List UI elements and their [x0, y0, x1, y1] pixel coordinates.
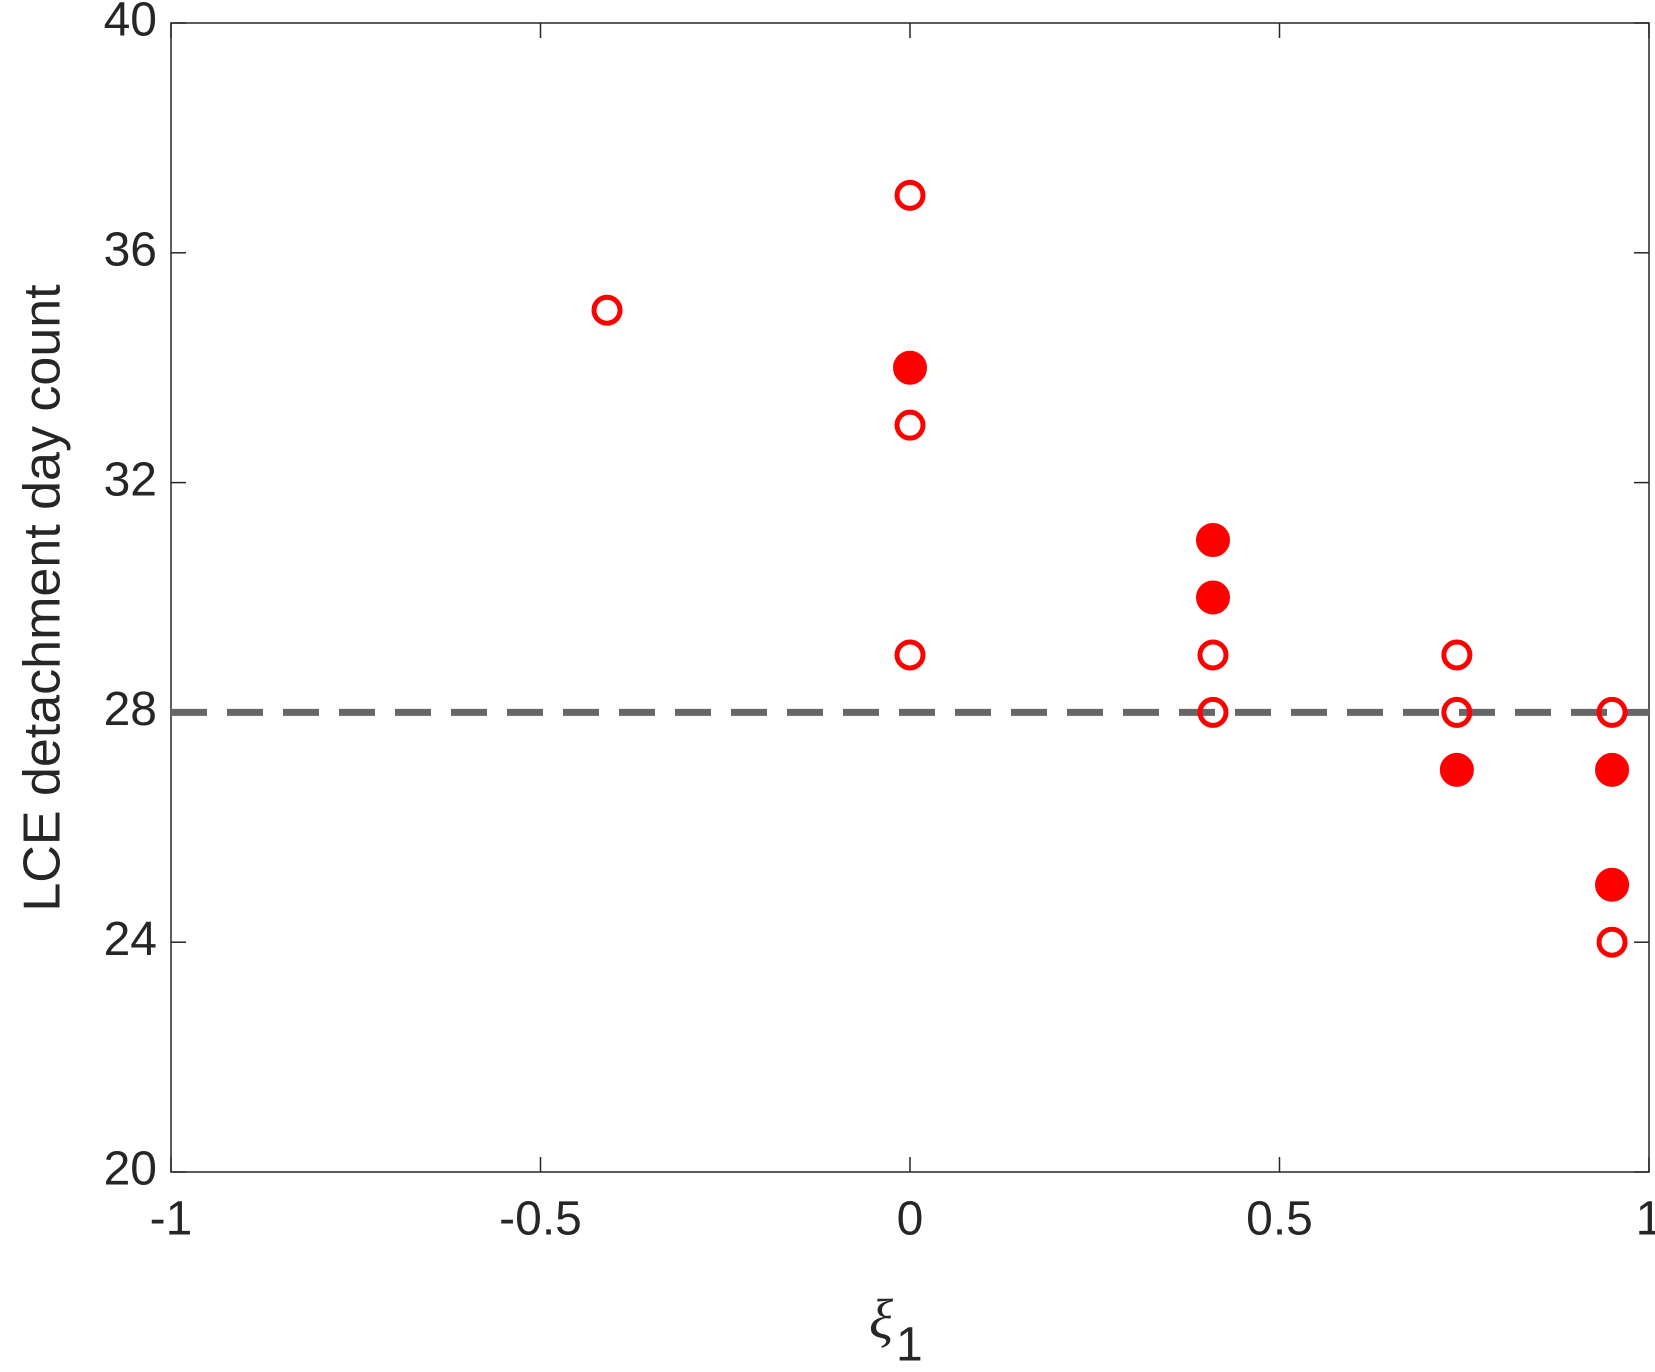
y-axis-label: LCE detachment day count — [14, 284, 72, 912]
open-marker — [1596, 696, 1628, 728]
open-marker — [1197, 696, 1229, 728]
open-marker — [1596, 926, 1628, 958]
plot-frame — [170, 22, 1650, 1173]
x-axis-label-subscript: 1 — [896, 1319, 923, 1372]
x-tick-label: -0.5 — [499, 1193, 582, 1246]
filled-marker — [1439, 752, 1474, 787]
y-tick-label: 24 — [104, 913, 157, 966]
open-marker — [591, 294, 623, 326]
y-tick-label: 28 — [104, 683, 157, 736]
x-tick-label: 0.5 — [1246, 1193, 1313, 1246]
y-tick-label: 36 — [104, 223, 157, 276]
x-tick-label: 1 — [1636, 1193, 1655, 1246]
filled-marker — [1195, 580, 1230, 615]
filled-marker — [1595, 867, 1630, 902]
open-marker — [1441, 639, 1473, 671]
open-marker — [1197, 639, 1229, 671]
x-tick-label: -1 — [150, 1193, 193, 1246]
open-marker — [894, 409, 926, 441]
open-marker — [894, 179, 926, 211]
filled-marker — [893, 350, 927, 385]
y-tick-label: 40 — [104, 0, 157, 47]
open-marker — [894, 639, 926, 671]
x-axis-label: ξ — [869, 1289, 893, 1351]
x-tick-label: 0 — [897, 1193, 924, 1246]
y-tick-label: 32 — [104, 453, 157, 506]
open-marker — [1441, 696, 1473, 728]
filled-marker — [1595, 752, 1630, 787]
filled-marker — [1195, 523, 1230, 558]
y-tick-label: 20 — [104, 1143, 157, 1196]
